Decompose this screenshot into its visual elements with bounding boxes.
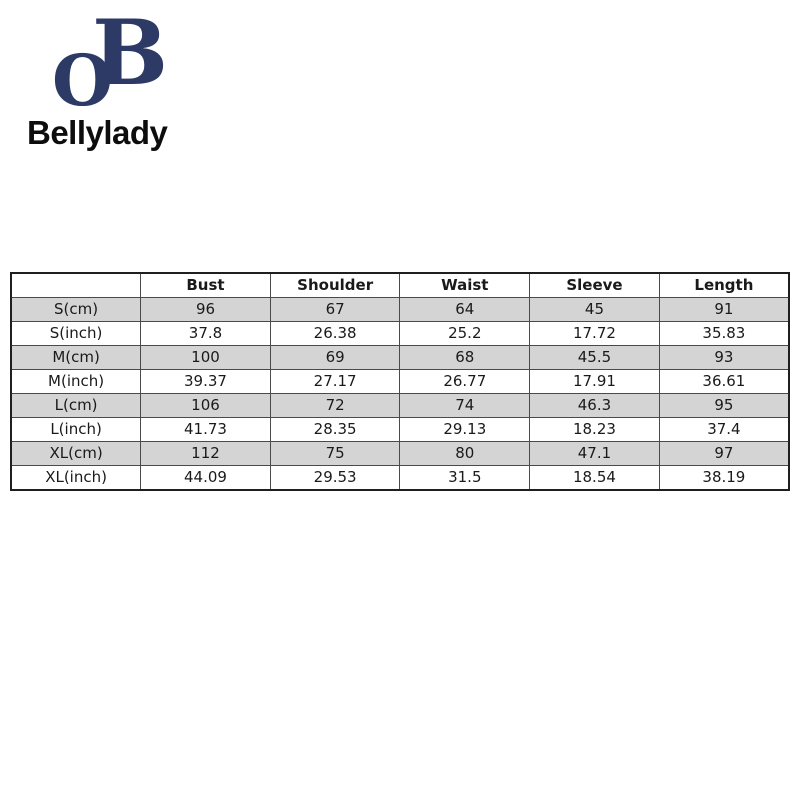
monogram-letter-b: B [92, 0, 169, 106]
cell: 31.5 [399, 465, 531, 491]
row-label: L(inch) [10, 417, 142, 442]
cell: 68 [399, 345, 531, 370]
cell: 17.91 [529, 369, 660, 394]
cell: 69 [269, 345, 401, 370]
cell: 72 [269, 393, 401, 418]
cell: 17.72 [529, 321, 660, 346]
cell: 35.83 [658, 321, 790, 346]
cell: 28.35 [269, 417, 401, 442]
cell: 26.38 [269, 321, 401, 346]
cell: 29.53 [269, 465, 401, 491]
brand-monogram-icon: O B [52, 8, 172, 122]
column-header-bust: Bust [140, 272, 271, 298]
table-row: XL(cm) 112 75 80 47.1 97 [10, 441, 790, 466]
row-label: XL(cm) [10, 441, 142, 466]
cell: 112 [140, 441, 271, 466]
cell: 18.23 [529, 417, 660, 442]
cell: 18.54 [529, 465, 660, 491]
cell: 93 [658, 345, 790, 370]
cell: 37.8 [140, 321, 271, 346]
size-chart-table: Bust Shoulder Waist Sleeve Length S(cm) 9… [10, 272, 790, 491]
cell: 41.73 [140, 417, 271, 442]
table-row: L(inch) 41.73 28.35 29.13 18.23 37.4 [10, 417, 790, 442]
brand-logo: O B Bellylady [0, 0, 230, 170]
cell: 29.13 [399, 417, 531, 442]
row-label: S(inch) [10, 321, 142, 346]
row-label: L(cm) [10, 393, 142, 418]
row-label: S(cm) [10, 297, 142, 322]
cell: 95 [658, 393, 790, 418]
cell: 39.37 [140, 369, 271, 394]
cell: 74 [399, 393, 531, 418]
cell: 64 [399, 297, 531, 322]
row-label: M(inch) [10, 369, 142, 394]
table-row: M(cm) 100 69 68 45.5 93 [10, 345, 790, 370]
cell: 36.61 [658, 369, 790, 394]
cell: 100 [140, 345, 271, 370]
cell: 25.2 [399, 321, 531, 346]
row-label: M(cm) [10, 345, 142, 370]
cell: 27.17 [269, 369, 401, 394]
cell: 37.4 [658, 417, 790, 442]
column-header-sleeve: Sleeve [529, 272, 660, 298]
cell: 46.3 [529, 393, 660, 418]
column-header-shoulder: Shoulder [269, 272, 401, 298]
cell: 47.1 [529, 441, 660, 466]
cell: 38.19 [658, 465, 790, 491]
row-label: XL(inch) [10, 465, 142, 491]
table-row: S(cm) 96 67 64 45 91 [10, 297, 790, 322]
cell: 75 [269, 441, 401, 466]
table-row: XL(inch) 44.09 29.53 31.5 18.54 38.19 [10, 465, 790, 491]
cell: 97 [658, 441, 790, 466]
table-row: S(inch) 37.8 26.38 25.2 17.72 35.83 [10, 321, 790, 346]
cell: 45.5 [529, 345, 660, 370]
cell: 67 [269, 297, 401, 322]
cell: 106 [140, 393, 271, 418]
table-row: L(cm) 106 72 74 46.3 95 [10, 393, 790, 418]
column-header-length: Length [658, 272, 790, 298]
brand-name: Bellylady [27, 114, 168, 151]
cell: 26.77 [399, 369, 531, 394]
table-row: M(inch) 39.37 27.17 26.77 17.91 36.61 [10, 369, 790, 394]
size-table-body: S(cm) 96 67 64 45 91 S(inch) 37.8 26.38 25.2 17.72… [10, 297, 790, 491]
cell: 96 [140, 297, 271, 322]
cell: 80 [399, 441, 531, 466]
cell: 45 [529, 297, 660, 322]
header-row: Bust Shoulder Waist Sleeve Length [10, 272, 790, 298]
column-header-blank [10, 272, 142, 298]
monogram-letter-o: O [52, 39, 113, 122]
cell: 44.09 [140, 465, 271, 491]
column-header-waist: Waist [399, 272, 531, 298]
cell: 91 [658, 297, 790, 322]
